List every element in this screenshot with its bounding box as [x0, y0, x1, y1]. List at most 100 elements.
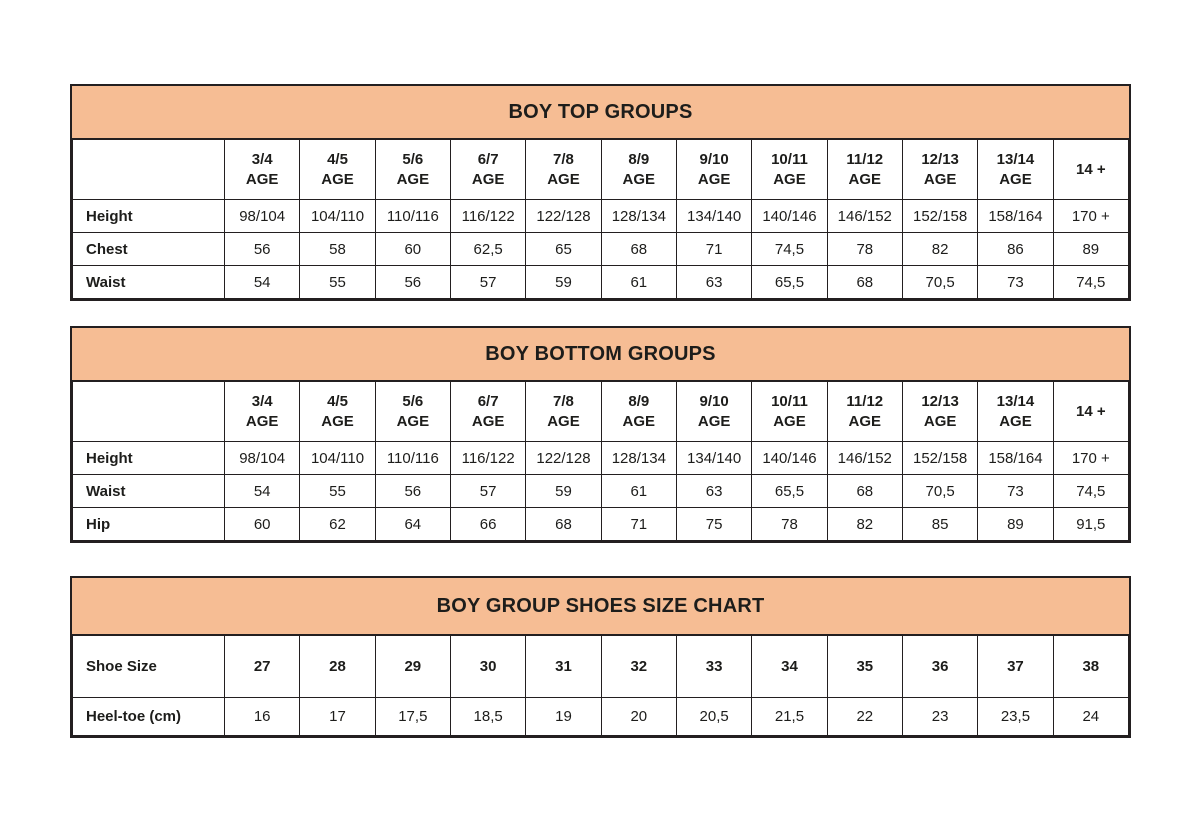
boy-bottom-groups-table: BOY BOTTOM GROUPS 3/4 AGE 4/5 AGE 5/6 AGE 6/7 AG… [70, 326, 1131, 543]
value-cell: 134/140 [675, 199, 753, 233]
column-header-bottom: AGE [848, 412, 882, 430]
table-row: Hip 60 62 64 66 68 71 75 78 82 85 89 91,5 [72, 507, 1130, 541]
value-cell: 66 [449, 507, 527, 541]
column-header-bottom: AGE [396, 412, 430, 430]
value-cell: 89 [977, 507, 1054, 541]
table-title-band: BOY TOP GROUPS [72, 86, 1129, 139]
value-cell: 75 [675, 507, 753, 541]
column-header-cell: 11/12 AGE [826, 381, 903, 442]
value-cell: 152/158 [901, 441, 979, 475]
table-row: Waist 54 55 56 57 59 61 63 65,5 68 70,5 73 74,5 [72, 474, 1130, 508]
column-header-cell: 9/10 AGE [675, 139, 753, 200]
value-cell: 98/104 [223, 199, 301, 233]
value-cell: 31 [525, 635, 602, 698]
corner-cell [72, 139, 225, 200]
value-cell: 68 [826, 265, 903, 299]
value-cell: 54 [223, 474, 301, 508]
value-cell: 57 [449, 474, 527, 508]
value-cell: 56 [223, 232, 301, 266]
row-label-cell: Chest [72, 232, 225, 266]
value-cell: 56 [374, 265, 451, 299]
value-cell: 104/110 [299, 199, 376, 233]
boy-shoes-size-chart-table: BOY GROUP SHOES SIZE CHART Shoe Size 27 28 2… [70, 576, 1131, 738]
value-cell: 85 [901, 507, 979, 541]
value-cell: 146/152 [826, 199, 903, 233]
column-header-top: 9/10 [699, 150, 729, 168]
column-header-top: 13/14 [996, 150, 1035, 168]
value-cell: 60 [374, 232, 451, 266]
value-cell: 116/122 [449, 199, 527, 233]
value-cell: 68 [600, 232, 677, 266]
column-header-cell: 6/7 AGE [449, 381, 527, 442]
value-cell: 34 [751, 635, 828, 698]
value-cell: 63 [675, 474, 753, 508]
column-header-bottom: AGE [848, 170, 882, 188]
column-header-cell: 3/4 AGE [223, 381, 301, 442]
value-cell: 74,5 [751, 232, 828, 266]
column-header-top: 7/8 [553, 392, 574, 410]
table-row: Waist 54 55 56 57 59 61 63 65,5 68 70,5 73 74,5 [72, 265, 1130, 299]
row-label-cell: Hip [72, 507, 225, 541]
value-cell: 82 [826, 507, 903, 541]
column-header-bottom: AGE [999, 170, 1032, 188]
table-row: Shoe Size 27 28 29 30 31 32 33 34 35 36 37 38 [72, 635, 1130, 698]
column-header-top: 13/14 [996, 392, 1035, 410]
value-cell: 61 [600, 265, 677, 299]
value-cell: 116/122 [449, 441, 527, 475]
table-row: Height 98/104 104/110 110/116 116/122 122/128… [72, 441, 1130, 475]
size-grid: 3/4 AGE 4/5 AGE 5/6 AGE 6/7 AGE 7/8 AGE 8/9 AGE 9/10… [72, 381, 1130, 541]
column-header-bottom: AGE [396, 170, 430, 188]
value-cell: 23,5 [977, 697, 1054, 736]
column-header-bottom: AGE [245, 170, 279, 188]
row-label-cell: Waist [72, 265, 225, 299]
column-header-top: 10/11 [771, 150, 808, 168]
column-header-top: 6/7 [477, 392, 499, 410]
value-cell: 24 [1052, 697, 1130, 736]
value-cell: 65 [525, 232, 602, 266]
value-cell: 33 [675, 635, 753, 698]
value-cell: 62,5 [449, 232, 527, 266]
value-cell: 73 [977, 474, 1054, 508]
table-title: BOY GROUP SHOES SIZE CHART [436, 594, 765, 617]
column-header-cell: 7/8 AGE [525, 139, 602, 200]
value-cell: 128/134 [600, 441, 677, 475]
column-header-bottom: AGE [471, 170, 505, 188]
column-header-bottom: AGE [547, 170, 580, 188]
column-header-bottom: AGE [773, 412, 806, 430]
column-header-top: 12/13 [921, 392, 959, 410]
value-cell: 54 [223, 265, 301, 299]
value-cell: 61 [600, 474, 677, 508]
column-header-cell: 9/10 AGE [675, 381, 753, 442]
value-cell: 158/164 [977, 441, 1054, 475]
boy-top-groups-table: BOY TOP GROUPS 3/4 AGE 4/5 AGE 5/6 AGE 6/7 AGE 7/… [70, 84, 1131, 301]
column-header-cell: 13/14 AGE [977, 139, 1054, 200]
value-cell: 91,5 [1052, 507, 1130, 541]
value-cell: 68 [525, 507, 602, 541]
value-cell: 28 [299, 635, 376, 698]
table-title: BOY TOP GROUPS [508, 100, 693, 123]
value-cell: 62 [299, 507, 376, 541]
column-header-cell: 10/11 AGE [751, 381, 828, 442]
table-title: BOY BOTTOM GROUPS [485, 342, 716, 365]
value-cell: 98/104 [223, 441, 301, 475]
column-header-bottom: AGE [923, 412, 957, 430]
row-label-cell: Height [72, 199, 225, 233]
value-cell: 73 [977, 265, 1054, 299]
value-cell: 128/134 [600, 199, 677, 233]
column-header-cell: 11/12 AGE [826, 139, 903, 200]
column-header-top: 11/12 [846, 392, 884, 410]
value-cell: 27 [223, 635, 301, 698]
column-header-bottom: AGE [773, 170, 806, 188]
value-cell: 57 [449, 265, 527, 299]
value-cell: 110/116 [374, 441, 451, 475]
column-header-bottom: AGE [622, 170, 656, 188]
value-cell: 140/146 [751, 199, 828, 233]
column-header-cell: 3/4 AGE [223, 139, 301, 200]
column-header-top: 10/11 [771, 392, 808, 410]
column-header-cell: 7/8 AGE [525, 381, 602, 442]
value-cell: 170 + [1052, 441, 1130, 475]
value-cell: 35 [826, 635, 903, 698]
value-cell: 30 [449, 635, 527, 698]
value-cell: 70,5 [901, 265, 979, 299]
